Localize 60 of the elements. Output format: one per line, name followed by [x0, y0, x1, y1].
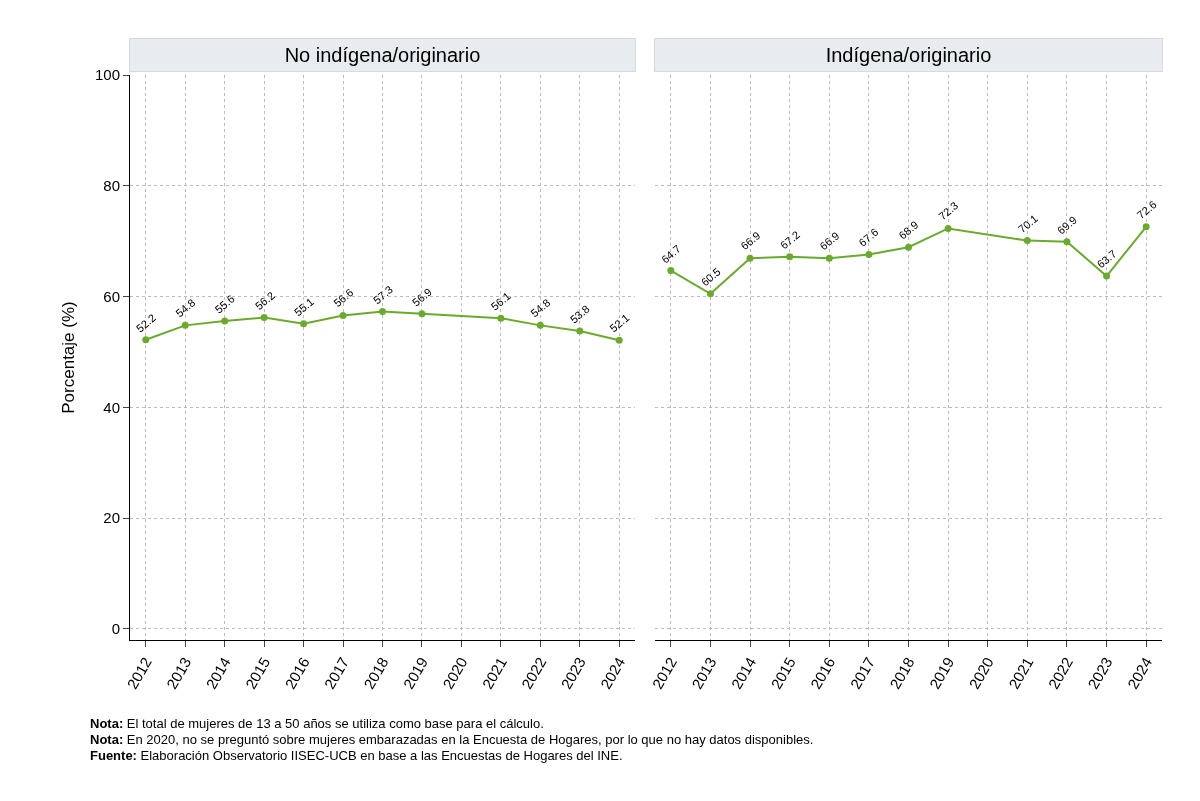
point	[746, 254, 754, 262]
data-label: 56.9	[409, 285, 434, 309]
point	[1142, 223, 1150, 231]
y-tick-label: 20	[103, 509, 120, 527]
data-label: 54.8	[528, 296, 553, 320]
point	[300, 320, 308, 328]
data-label: 55.1	[291, 295, 316, 319]
data-label: 52.1	[607, 311, 632, 335]
y-tick-label: 100	[94, 66, 120, 84]
point	[379, 308, 386, 316]
data-label: 52.2	[133, 311, 158, 335]
data-label: 67.2	[777, 228, 802, 252]
data-label: 64.7	[658, 242, 684, 266]
data-label: 72.3	[936, 199, 961, 223]
point	[260, 314, 268, 322]
point	[786, 253, 794, 261]
data-label: 57.3	[370, 283, 396, 307]
data-label: 63.7	[1094, 247, 1119, 271]
point	[221, 317, 229, 325]
data-label: 55.6	[212, 292, 237, 316]
point	[865, 250, 873, 258]
y-tick-label: 40	[103, 398, 120, 416]
point	[418, 310, 426, 318]
data-label: 66.9	[817, 229, 842, 253]
y-tick-label: 60	[103, 287, 120, 305]
y-tick-label: 80	[103, 177, 120, 195]
point	[667, 267, 675, 275]
point	[1023, 237, 1031, 245]
y-axis-title: Porcentaje (%)	[58, 301, 78, 414]
point	[1103, 272, 1111, 280]
data-label: 60.5	[698, 265, 723, 289]
point	[181, 321, 189, 329]
data-label: 56.6	[331, 286, 356, 310]
text: Nota: En 2020, no se preguntó sobre mujeres embarazadas en la Encuesta de Hogares, por lo que no hay datos disponibles.	[90, 732, 814, 747]
data-label: 56.2	[252, 289, 277, 313]
y-tick-label: 0	[111, 620, 120, 638]
data-label: 69.9	[1054, 213, 1079, 237]
data-label: 70.1	[1015, 212, 1040, 236]
data-label: 66.9	[738, 229, 763, 253]
point	[536, 321, 544, 329]
point	[339, 311, 347, 319]
chart-title: No indígena/originario	[284, 44, 481, 66]
text: Nota: El total de mujeres de 13 a 50 años se utiliza como base para el cálculo.	[90, 716, 544, 731]
point	[615, 336, 623, 344]
data-label: 54.8	[173, 296, 198, 320]
point	[576, 327, 584, 335]
point	[905, 243, 912, 251]
point	[944, 224, 952, 232]
data-label: 56.1	[488, 289, 513, 313]
point	[142, 336, 150, 344]
point	[825, 254, 833, 262]
data-label: 67.6	[856, 225, 881, 249]
data-label: 68.9	[896, 218, 921, 242]
data-label: 53.8	[567, 302, 592, 326]
point	[1063, 238, 1071, 246]
data-label: 72.6	[1134, 198, 1159, 222]
point	[497, 314, 505, 322]
chart-title: Indígena/originario	[825, 44, 992, 66]
point	[706, 290, 714, 298]
source-note: Fuente: Elaboración Observatorio IISEC-UCB en base a las Encuestas de Hogares del INE.	[90, 748, 623, 763]
